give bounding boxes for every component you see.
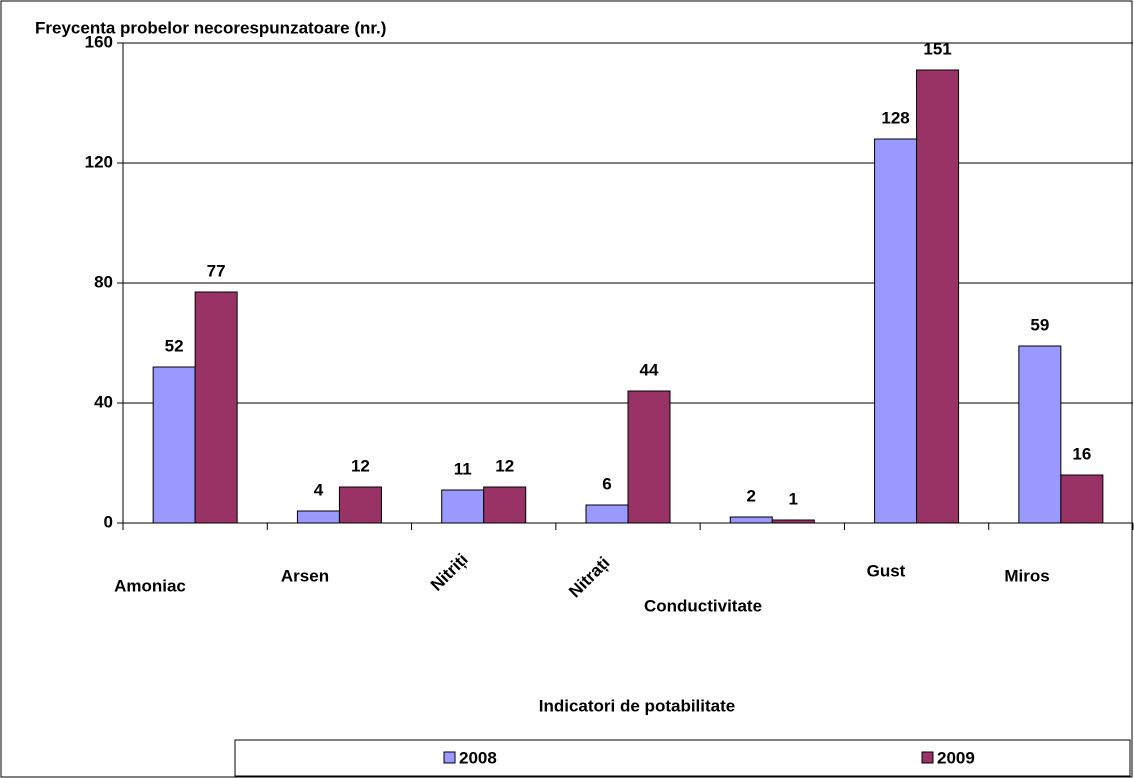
x-tick-label: Gust xyxy=(867,561,906,580)
y-tick-label: 40 xyxy=(94,392,113,411)
bar xyxy=(627,390,671,524)
x-tick-label: Amoniac xyxy=(114,576,186,595)
legend-swatch xyxy=(443,751,456,764)
y-tick-label: 80 xyxy=(94,272,113,291)
data-label: 52 xyxy=(165,336,184,355)
data-label: 151 xyxy=(923,39,951,58)
data-label: 1 xyxy=(789,489,798,508)
chart-title: Freycenta probelor necorespunzatoare (nr… xyxy=(35,18,386,37)
data-label: 59 xyxy=(1030,315,1049,334)
bar xyxy=(296,510,340,524)
bar xyxy=(152,366,196,524)
bar xyxy=(916,69,960,524)
x-axis-label: Indicatori de potabilitate xyxy=(539,696,735,715)
legend-label: 2008 xyxy=(459,748,497,767)
y-tick-label: 120 xyxy=(85,152,113,171)
bar xyxy=(194,291,238,524)
bar xyxy=(483,486,527,524)
data-label: 12 xyxy=(495,456,514,475)
bar xyxy=(1060,474,1104,524)
data-label: 12 xyxy=(351,456,370,475)
data-label: 128 xyxy=(881,108,909,127)
data-label: 77 xyxy=(207,261,226,280)
bar xyxy=(338,486,382,524)
data-label: 44 xyxy=(640,360,659,379)
bar xyxy=(585,504,629,524)
x-tick-label: Conductivitate xyxy=(644,596,762,615)
data-label: 2 xyxy=(747,486,756,505)
legend-swatch xyxy=(921,751,934,764)
y-tick-label: 160 xyxy=(85,32,113,51)
bar xyxy=(874,138,918,524)
legend xyxy=(234,739,1131,777)
data-label: 6 xyxy=(602,474,611,493)
y-tick-label: 0 xyxy=(104,512,113,531)
bar xyxy=(729,516,773,524)
data-label: 4 xyxy=(314,480,324,499)
data-label: 16 xyxy=(1072,444,1091,463)
data-label: 11 xyxy=(454,459,472,478)
bar xyxy=(441,489,485,524)
legend-label: 2009 xyxy=(937,748,975,767)
x-tick-label: Miros xyxy=(1004,566,1049,585)
bar xyxy=(1018,345,1062,524)
x-tick-label: Arsen xyxy=(281,566,329,585)
